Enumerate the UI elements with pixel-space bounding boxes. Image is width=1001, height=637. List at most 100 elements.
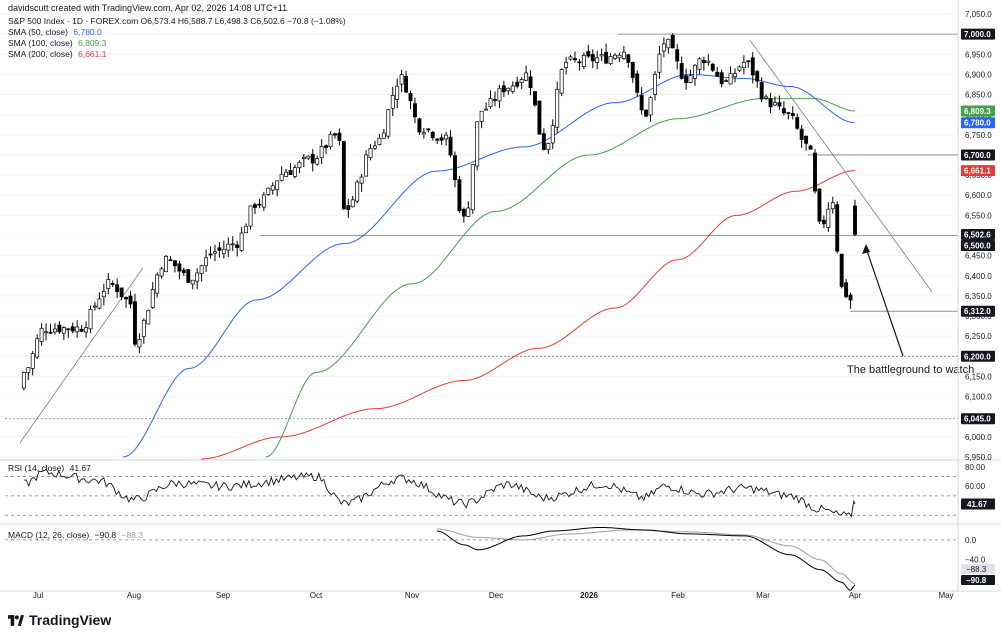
sma200-legend[interactable]: SMA (200, close) 6,661.1 bbox=[8, 49, 106, 59]
candle bbox=[101, 283, 106, 306]
candle-body bbox=[30, 353, 35, 369]
candle-body bbox=[199, 265, 204, 274]
price-label-level: 7,000.0 bbox=[961, 28, 995, 40]
candle-body bbox=[248, 205, 253, 227]
sma100-line bbox=[265, 98, 855, 458]
candle-body bbox=[213, 251, 217, 254]
candle bbox=[564, 57, 569, 75]
candle-body bbox=[830, 202, 835, 210]
candle-body bbox=[430, 131, 435, 138]
candle-body bbox=[639, 94, 644, 111]
candle-body bbox=[301, 157, 306, 160]
candle-body bbox=[88, 309, 93, 330]
candle-body bbox=[190, 279, 195, 285]
candle bbox=[79, 325, 84, 333]
candle-body bbox=[795, 117, 800, 129]
candle-body bbox=[573, 58, 577, 61]
candle bbox=[826, 202, 831, 232]
candle-body bbox=[604, 51, 609, 64]
candle bbox=[817, 188, 822, 224]
sma100-label: SMA (100, close) bbox=[8, 38, 73, 48]
candle-body bbox=[133, 301, 137, 345]
price-tick-label: 6,100.0 bbox=[965, 393, 992, 402]
candle bbox=[226, 237, 231, 258]
candle-body bbox=[235, 244, 240, 248]
candle-body bbox=[670, 35, 675, 49]
price-tick-label: 6,950.0 bbox=[965, 50, 992, 59]
macd-signal-text: −88.3 bbox=[966, 565, 987, 574]
date-tick-label: Apr bbox=[849, 591, 862, 600]
rsi-line bbox=[23, 468, 856, 518]
price-label-sma200: 6,661.1 bbox=[961, 165, 995, 177]
candle-body bbox=[310, 153, 315, 164]
candle bbox=[608, 53, 613, 65]
candle-body bbox=[799, 128, 804, 140]
symbol-legend[interactable]: S&P 500 Index · 1D · FOREX.com O6,573.4 … bbox=[8, 16, 346, 26]
candle bbox=[48, 323, 53, 335]
candle bbox=[333, 132, 337, 139]
candle bbox=[204, 249, 209, 272]
candle bbox=[497, 84, 502, 108]
candle bbox=[408, 90, 413, 110]
candle bbox=[301, 154, 306, 168]
candle bbox=[461, 207, 466, 223]
candle bbox=[368, 144, 373, 161]
candle bbox=[768, 92, 773, 114]
sma50-legend[interactable]: SMA (50, close) 6,780.0 bbox=[8, 27, 102, 37]
candle-body bbox=[284, 171, 289, 177]
macd-line bbox=[436, 527, 856, 591]
candle bbox=[93, 302, 97, 311]
candle bbox=[644, 109, 649, 118]
macd-legend[interactable]: MACD (12, 26, close) −90.8 −88.3 bbox=[8, 530, 143, 540]
candle-body bbox=[515, 81, 520, 87]
candle bbox=[577, 59, 582, 71]
candle-body bbox=[644, 109, 649, 117]
candle-body bbox=[470, 164, 475, 211]
candle bbox=[479, 110, 484, 129]
rsi-legend[interactable]: RSI (14, close) 41.67 bbox=[8, 463, 91, 473]
candle bbox=[746, 59, 751, 68]
price-label-box bbox=[961, 117, 995, 129]
candle bbox=[270, 182, 275, 195]
candle bbox=[697, 57, 702, 75]
candle bbox=[319, 139, 324, 164]
candle bbox=[448, 130, 453, 158]
candle bbox=[279, 166, 284, 182]
candle bbox=[684, 68, 689, 90]
candle-body bbox=[826, 208, 831, 228]
rsi-last-text: 41.67 bbox=[967, 500, 988, 509]
candle-body bbox=[581, 55, 586, 67]
candle bbox=[848, 292, 853, 309]
candle bbox=[621, 45, 626, 61]
date-tick-label: Feb bbox=[671, 591, 685, 600]
candle-body bbox=[630, 62, 635, 78]
candle bbox=[475, 121, 480, 171]
candle-body bbox=[755, 71, 760, 82]
candle-body bbox=[377, 137, 382, 145]
candle-body bbox=[106, 279, 111, 289]
candle bbox=[648, 95, 653, 122]
candle bbox=[413, 97, 417, 124]
candle bbox=[97, 292, 102, 310]
price-label-level: 6,200.0 bbox=[961, 350, 995, 362]
candle bbox=[284, 168, 289, 177]
sma100-legend[interactable]: SMA (100, close) 6,809.3 bbox=[8, 38, 106, 48]
candle-body bbox=[181, 269, 186, 274]
price-label-box bbox=[961, 239, 995, 251]
candle bbox=[337, 128, 342, 146]
candle bbox=[186, 268, 191, 284]
candle-body bbox=[101, 291, 106, 298]
candle bbox=[39, 323, 44, 346]
candle bbox=[715, 66, 720, 77]
candle bbox=[626, 53, 631, 68]
price-label-text: 6,780.0 bbox=[964, 119, 991, 128]
candle-body bbox=[110, 283, 115, 285]
tradingview-logo[interactable]: TradingView bbox=[8, 612, 111, 628]
candle bbox=[395, 78, 400, 109]
candle bbox=[88, 305, 93, 334]
candles bbox=[21, 33, 857, 391]
candle-body bbox=[773, 102, 777, 106]
candle-body bbox=[479, 110, 484, 122]
chart-credit: davidscutt created with TradingView.com,… bbox=[8, 3, 288, 13]
price-label-level: 6,045.0 bbox=[961, 413, 995, 425]
